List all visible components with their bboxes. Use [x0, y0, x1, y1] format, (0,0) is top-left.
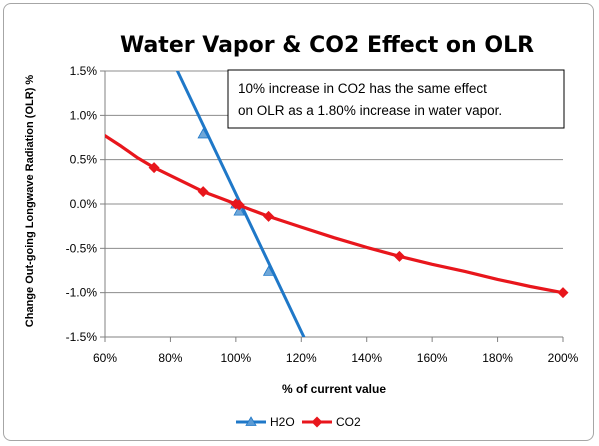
y-tick-label: 0.0% [70, 197, 98, 211]
annotation-line-2: on OLR as a 1.80% increase in water vapo… [238, 103, 502, 118]
data-point-co2 [263, 210, 275, 222]
data-point-h2o [197, 128, 209, 139]
y-tick-label: 1.5% [70, 64, 98, 78]
x-tick-label: 100% [221, 351, 252, 365]
x-axis-label: % of current value [282, 382, 386, 396]
legend-item-h2o: H2O [236, 415, 295, 429]
x-tick-label: 140% [351, 351, 382, 365]
y-tick-label: 1.0% [70, 108, 98, 122]
data-point-h2o [233, 205, 245, 216]
y-tick-label: 0.5% [70, 153, 98, 167]
y-tick-label: -1.0% [66, 286, 98, 300]
chart-frame: Water Vapor & CO2 Effect on OLR 1.5% 1.0%… [3, 3, 594, 441]
y-axis-label: Change Out-going Longwave Radiation (OLR… [24, 75, 36, 328]
x-tick-label: 200% [548, 351, 579, 365]
chart-title: Water Vapor & CO2 Effect on OLR [120, 33, 534, 58]
x-tick-label: 160% [417, 351, 448, 365]
annotation-border [227, 69, 565, 129]
x-tick-label: 120% [286, 351, 317, 365]
axes [100, 70, 564, 342]
legend-marker-co2 [311, 416, 323, 428]
x-tick-label: 80% [158, 351, 182, 365]
data-point-co2 [393, 250, 405, 262]
x-tick-label: 180% [482, 351, 513, 365]
data-point-co2 [148, 162, 160, 174]
series-markers [148, 128, 569, 299]
y-tick-labels: 1.5% 1.0% 0.5% 0.0% -0.5% -1.0% -1.5% [66, 64, 98, 344]
data-point-h2o [262, 265, 275, 276]
data-point-co2 [197, 186, 209, 198]
x-tick-labels: 60% 80% 100% 120% 140% 160% 180% 200% [93, 351, 579, 365]
legend: H2O CO2 [236, 415, 361, 429]
data-point-co2 [557, 287, 569, 299]
x-tick-label: 60% [93, 351, 117, 365]
chart-svg: Water Vapor & CO2 Effect on OLR 1.5% 1.0%… [24, 33, 579, 429]
legend-label-h2o: H2O [270, 415, 295, 429]
legend-item-co2: CO2 [302, 415, 361, 429]
y-tick-label: -0.5% [66, 241, 98, 255]
annotation-box: 10% increase in CO2 has the same effect … [227, 69, 565, 129]
data-point-co2 [233, 199, 245, 211]
legend-label-co2: CO2 [336, 415, 361, 429]
legend-marker-h2o [245, 416, 257, 426]
y-tick-label: -1.5% [66, 330, 98, 344]
annotation-line-1: 10% increase in CO2 has the same effect [238, 81, 487, 96]
